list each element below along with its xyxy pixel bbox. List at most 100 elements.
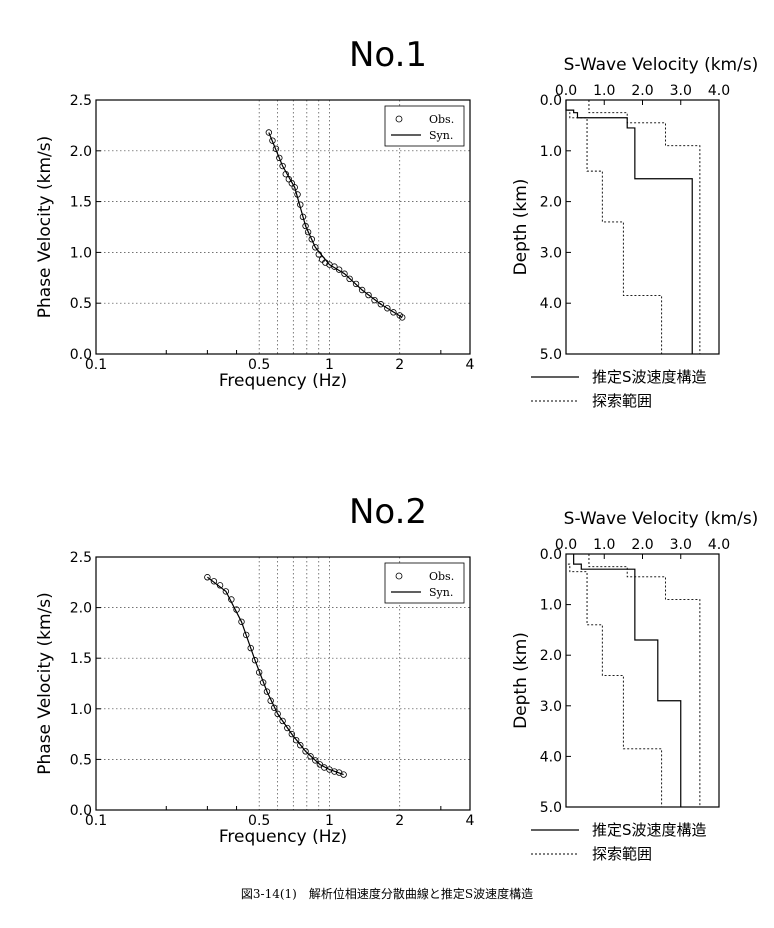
obs-data-point bbox=[316, 761, 324, 768]
obs-data-point bbox=[204, 574, 211, 581]
obs-data-point bbox=[371, 296, 378, 304]
obs-data-point bbox=[302, 222, 309, 230]
y-tick-label: 2.5 bbox=[70, 550, 92, 566]
search-range-max-line bbox=[588, 100, 701, 354]
obs-data-point bbox=[365, 291, 372, 299]
y-tick-label: 2.0 bbox=[70, 601, 92, 617]
obs-data-point bbox=[284, 724, 291, 732]
x-tick-label: 0.0 bbox=[555, 83, 577, 99]
x-tick-label: 0.1 bbox=[85, 813, 107, 829]
plot-frame bbox=[95, 556, 471, 811]
legend-box bbox=[384, 105, 465, 147]
obs-data-point bbox=[304, 228, 312, 236]
y-tick-label: 2.0 bbox=[540, 195, 562, 211]
x-tick-label: 2 bbox=[395, 357, 404, 373]
x-tick-label: 1.0 bbox=[593, 537, 615, 553]
obs-data-point bbox=[299, 213, 307, 221]
y-tick-label: 4.0 bbox=[540, 749, 562, 765]
y-tick-label: 0.0 bbox=[70, 347, 92, 363]
obs-data-point bbox=[352, 280, 360, 288]
obs-data-point bbox=[233, 606, 240, 613]
obs-data-point bbox=[318, 256, 326, 263]
search-range-max-line bbox=[588, 554, 701, 807]
x-tick-label: 3.0 bbox=[670, 83, 692, 99]
y-axis-label: Phase Velocity (km/s) bbox=[35, 592, 55, 775]
obs-data-point bbox=[358, 286, 366, 294]
y-tick-label: 0.5 bbox=[70, 752, 92, 768]
x-axis-label: Frequency (Hz) bbox=[219, 371, 347, 391]
velocity-profile-no2: S-Wave Velocity (km/s) 0.0 1.0 2.0 3.0 4.0 0.0… bbox=[511, 509, 758, 863]
search-range-min-line bbox=[565, 100, 663, 354]
obs-data-point bbox=[255, 669, 263, 676]
obs-data-point bbox=[331, 768, 338, 775]
obs-data-point bbox=[312, 244, 319, 251]
syn-series-line bbox=[207, 576, 344, 776]
obs-data-point bbox=[308, 235, 315, 243]
obs-data-point bbox=[269, 137, 276, 144]
obs-data-point bbox=[279, 162, 286, 170]
x-tick-label: 0.5 bbox=[248, 357, 270, 373]
obs-data-point bbox=[331, 263, 338, 270]
y-tick-label: 5.0 bbox=[540, 800, 562, 816]
x-tick-label: 4 bbox=[466, 357, 475, 373]
obs-data-point bbox=[222, 588, 230, 595]
y-tick-label: 1.5 bbox=[70, 195, 92, 211]
obs-data-point bbox=[288, 730, 296, 738]
x-tick-label: 1 bbox=[325, 813, 334, 829]
obs-data-point bbox=[377, 301, 385, 308]
legend-box bbox=[384, 562, 465, 604]
legend-range-label: 探索範囲 bbox=[592, 392, 652, 410]
legend-estimated-label: 推定S波速度構造 bbox=[592, 368, 707, 386]
obs-data-point bbox=[399, 314, 406, 321]
obs-data-point bbox=[247, 644, 254, 652]
obs-data-point bbox=[243, 631, 250, 639]
plot-frame bbox=[95, 99, 471, 355]
x-tick-label: 4.0 bbox=[708, 537, 730, 553]
y-tick-label: 3.0 bbox=[540, 245, 562, 261]
dispersion-chart-no2: No.2 0.0 0.5 1.0 1.5 2.0 2.5 0.1 0.5 1 2 4 Frequency… bbox=[35, 492, 475, 847]
x-tick-label: 2.0 bbox=[631, 83, 653, 99]
obs-data-point bbox=[238, 618, 245, 625]
y-tick-label: 1.0 bbox=[70, 245, 92, 261]
legend-obs-label: Obs. bbox=[429, 113, 454, 126]
obs-data-point bbox=[315, 251, 322, 258]
x-axis-label: Frequency (Hz) bbox=[219, 827, 347, 847]
obs-data-point bbox=[302, 748, 309, 755]
x-tick-label: 4 bbox=[466, 813, 475, 829]
legend-estimated-label: 推定S波速度構造 bbox=[592, 821, 707, 839]
y-axis-label: Depth (km) bbox=[511, 632, 531, 729]
legend-syn-label: Syn. bbox=[429, 586, 453, 599]
y-tick-label: 2.0 bbox=[540, 648, 562, 664]
x-tick-label: 3.0 bbox=[670, 537, 692, 553]
obs-data-point bbox=[259, 679, 267, 686]
obs-data-point bbox=[279, 717, 286, 725]
y-tick-label: 2.5 bbox=[70, 93, 92, 109]
search-range-min-line bbox=[565, 554, 663, 807]
x-tick-label: 4.0 bbox=[708, 83, 730, 99]
estimated-profile-line bbox=[565, 100, 693, 354]
figure-caption: 図3-14(1) 解析位相速度分散曲線と推定S波速度構造 bbox=[241, 886, 533, 901]
obs-data-point bbox=[210, 578, 218, 585]
obs-data-point bbox=[340, 771, 347, 778]
obs-data-point bbox=[307, 753, 314, 760]
x-tick-label: 0.0 bbox=[555, 537, 577, 553]
obs-data-point bbox=[294, 191, 301, 198]
y-tick-label: 0.0 bbox=[540, 547, 562, 563]
obs-data-point bbox=[335, 266, 343, 273]
obs-data-point bbox=[322, 259, 329, 266]
obs-data-point bbox=[297, 742, 304, 749]
y-tick-label: 1.0 bbox=[540, 598, 562, 614]
profile-title: S-Wave Velocity (km/s) bbox=[564, 509, 759, 529]
x-tick-label: 2.0 bbox=[631, 537, 653, 553]
legend-obs-marker bbox=[395, 572, 403, 580]
obs-data-point bbox=[312, 757, 319, 764]
y-tick-label: 1.0 bbox=[70, 702, 92, 718]
obs-data-point bbox=[228, 596, 235, 603]
y-tick-label: 1.5 bbox=[70, 651, 92, 667]
obs-data-point bbox=[390, 309, 397, 316]
obs-data-point bbox=[272, 145, 280, 152]
chart-title: No.2 bbox=[349, 492, 427, 532]
profile-frame bbox=[565, 553, 720, 808]
profile-frame bbox=[565, 99, 720, 355]
